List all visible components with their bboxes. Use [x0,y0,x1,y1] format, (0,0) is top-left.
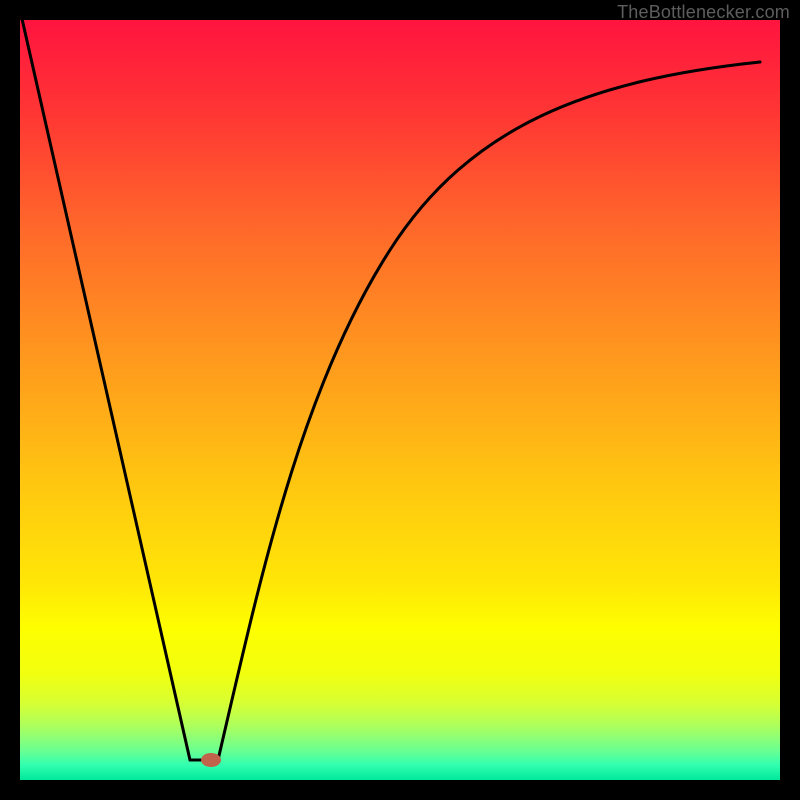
curve-left-branch [20,10,190,760]
curve-layer [0,0,800,800]
watermark-label: TheBottlenecker.com [617,2,790,23]
min-marker [201,753,221,767]
curve-right-branch [218,62,760,760]
chart-container: TheBottlenecker.com [0,0,800,800]
